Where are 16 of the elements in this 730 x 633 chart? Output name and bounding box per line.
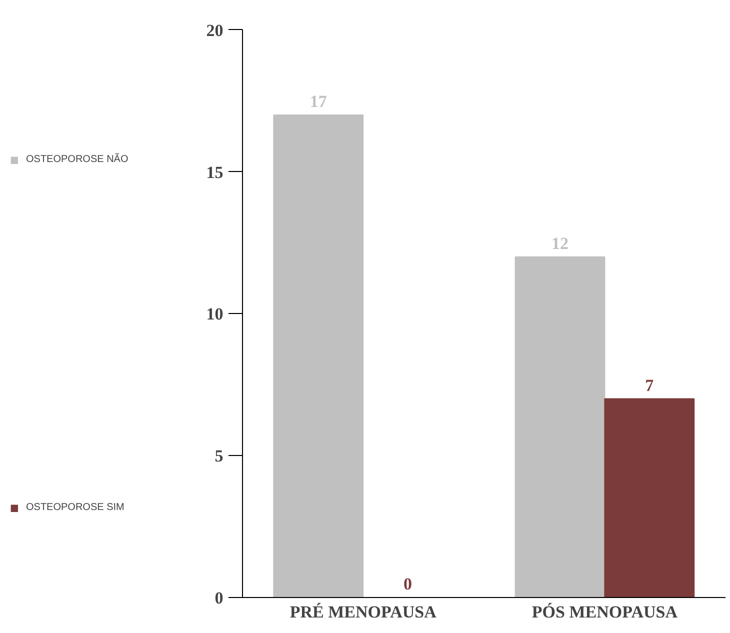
y-tick-label: 15: [206, 162, 224, 182]
legend-label: OSTEOPOROSE NÃO: [26, 154, 128, 165]
x-tick-label: PÓS MENOPAUSA: [532, 602, 678, 622]
bar: [604, 398, 695, 598]
y-tick-label: 0: [214, 588, 224, 608]
y-tick-label: 20: [206, 20, 224, 40]
y-tick-label: 10: [206, 304, 224, 324]
bar: [273, 114, 364, 598]
data-label: 12: [551, 234, 568, 253]
x-tick-label: PRÉ MENOPAUSA: [290, 602, 438, 622]
data-label: 0: [404, 574, 412, 594]
data-label: 17: [310, 92, 328, 111]
bar: [514, 256, 606, 598]
data-label: 7: [645, 376, 654, 395]
y-tick-label: 5: [214, 446, 224, 466]
legend-label: OSTEOPOROSE SIM: [26, 502, 124, 513]
